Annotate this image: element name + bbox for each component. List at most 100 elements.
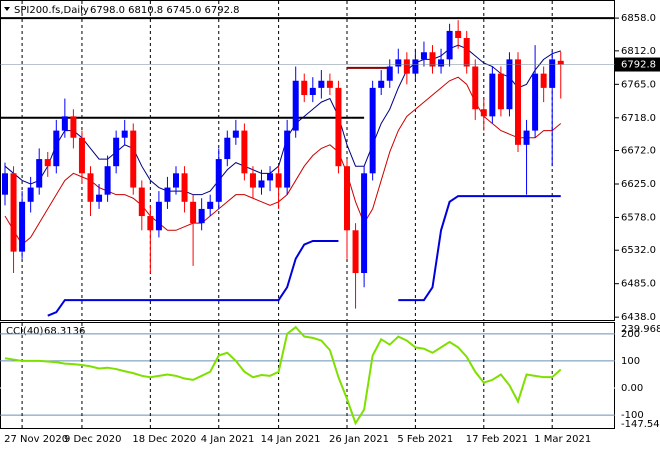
candle-body xyxy=(249,173,256,188)
candle-body xyxy=(121,130,128,138)
x-tick-label: 18 Dec 2020 xyxy=(132,434,196,445)
candle-body xyxy=(429,52,436,67)
candle-body xyxy=(36,159,43,188)
indicator-ylim-max: 239.9682 xyxy=(621,324,660,335)
candle-body xyxy=(2,173,8,195)
candle-body xyxy=(540,73,547,88)
candle-body xyxy=(78,137,85,174)
candle-body xyxy=(532,73,539,131)
y-tick-label: 6438.0 xyxy=(621,312,656,323)
candle-body xyxy=(27,187,34,202)
y-tick-label: 6672.0 xyxy=(621,146,656,157)
candle-body xyxy=(344,166,350,231)
candle-body xyxy=(138,187,145,217)
candle-body xyxy=(446,30,453,60)
candle-body xyxy=(497,73,504,110)
candle-body xyxy=(215,159,222,202)
y-tick-label: 6532.0 xyxy=(621,245,656,256)
last-price-box xyxy=(615,57,660,72)
indicator-panel xyxy=(0,322,615,429)
candle-body xyxy=(147,216,154,231)
indicator-title: CCI(40) xyxy=(6,326,44,337)
candle-body xyxy=(557,60,564,65)
x-tick-label: 4 Jan 2021 xyxy=(201,434,255,445)
quote: 6798.0 6810.8 6745.0 6792.8 xyxy=(90,5,240,16)
x-tick-label: 27 Nov 2020 xyxy=(4,434,68,445)
y-tick-label: 100 xyxy=(621,356,640,367)
candle-body xyxy=(267,173,274,181)
y-tick-label: 6485.0 xyxy=(621,279,656,290)
candle-body xyxy=(335,87,342,167)
candle-body xyxy=(403,59,410,74)
y-tick-label: 6812.0 xyxy=(621,46,656,57)
candle-body xyxy=(96,194,103,202)
candle-body xyxy=(463,38,470,67)
candle-body xyxy=(241,130,248,174)
candle-body xyxy=(207,201,214,209)
x-tick-label: 9 Dec 2020 xyxy=(64,434,122,445)
candle-body xyxy=(198,208,205,224)
candle-body xyxy=(19,201,26,252)
candle-body xyxy=(472,66,479,110)
y-tick-label: 6625.0 xyxy=(621,179,656,190)
candle-body xyxy=(155,201,162,231)
price-panel xyxy=(0,0,615,321)
candle-body xyxy=(309,87,316,95)
candle-body xyxy=(224,137,231,160)
last-price-label: 6792.8 xyxy=(621,60,656,71)
candle-body xyxy=(258,180,265,188)
candle-body xyxy=(515,59,521,145)
candle-body xyxy=(506,59,513,110)
candle-body xyxy=(292,80,299,131)
y-tick-label: 6718.0 xyxy=(621,113,656,124)
candle-body xyxy=(130,130,137,188)
candle-body xyxy=(113,137,120,167)
candle-body xyxy=(395,59,402,67)
candle-body xyxy=(301,80,308,95)
candle-body xyxy=(438,59,445,67)
candle-body xyxy=(489,73,496,117)
y-tick-label: -100 xyxy=(621,410,644,421)
cci-line xyxy=(4,325,562,426)
candle-body xyxy=(455,30,462,39)
candle-body xyxy=(284,130,291,188)
y-tick-label: 0.00 xyxy=(621,383,643,394)
candle-body xyxy=(480,109,487,117)
candle-body xyxy=(412,59,419,74)
candle-body xyxy=(44,159,51,167)
candle-body xyxy=(318,80,325,88)
candle-body xyxy=(420,52,427,60)
candle-body xyxy=(173,173,179,188)
indicator-value: 68.3136 xyxy=(44,326,85,337)
candle-body xyxy=(549,59,556,88)
x-tick-label: 1 Mar 2021 xyxy=(534,434,591,445)
indicator-ylim-min: -147.546 xyxy=(621,419,660,430)
candle-body xyxy=(53,130,60,167)
candle-body xyxy=(378,80,385,88)
x-tick-label: 17 Feb 2021 xyxy=(466,434,528,445)
candle-body xyxy=(352,230,359,274)
candle-body xyxy=(164,187,171,202)
candle-body xyxy=(369,87,376,174)
y-tick-label: 200 xyxy=(621,329,640,340)
x-tick-label: 5 Feb 2021 xyxy=(397,434,453,445)
y-tick-label: 6765.0 xyxy=(621,79,656,90)
x-tick-label: 26 Jan 2021 xyxy=(329,434,389,445)
candle-body xyxy=(181,173,188,202)
candle-body xyxy=(70,116,77,138)
y-tick-label: 6858.0 xyxy=(621,13,656,24)
indicator-line xyxy=(4,76,562,246)
candle-body xyxy=(232,130,239,138)
title-arrow xyxy=(4,7,10,11)
chart-title: SPI200.fs,Daily xyxy=(14,5,89,16)
indicator-line xyxy=(47,195,561,317)
candle-body xyxy=(326,80,333,88)
candle-body xyxy=(523,130,530,145)
candle-body xyxy=(386,66,393,81)
y-tick-label: 6578.0 xyxy=(621,212,656,223)
candle-body xyxy=(10,173,17,252)
candle-body xyxy=(61,116,68,131)
x-tick-label: 14 Jan 2021 xyxy=(261,434,321,445)
candle-body xyxy=(104,166,111,195)
